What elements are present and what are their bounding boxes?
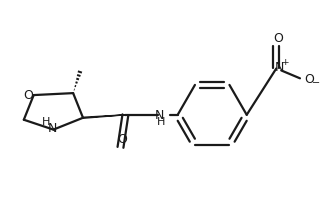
- Text: N: N: [275, 61, 284, 74]
- Text: O: O: [23, 89, 33, 102]
- Text: N: N: [154, 109, 164, 122]
- Text: N: N: [48, 122, 57, 135]
- Text: +: +: [281, 58, 289, 67]
- Text: O: O: [118, 133, 128, 146]
- Polygon shape: [83, 115, 125, 118]
- Text: H: H: [157, 117, 165, 127]
- Text: −: −: [312, 78, 320, 88]
- Text: O: O: [304, 73, 314, 86]
- Text: O: O: [273, 32, 283, 45]
- Text: H: H: [42, 117, 51, 127]
